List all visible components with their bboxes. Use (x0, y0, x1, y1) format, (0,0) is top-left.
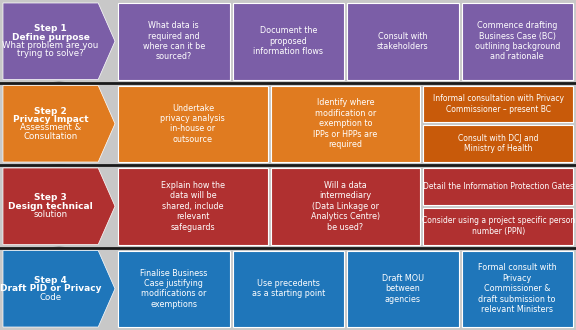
FancyBboxPatch shape (233, 3, 344, 80)
Text: Design technical: Design technical (8, 202, 93, 211)
Text: solution: solution (33, 210, 67, 219)
FancyBboxPatch shape (118, 3, 229, 80)
Polygon shape (46, 247, 72, 248)
FancyBboxPatch shape (271, 168, 420, 245)
FancyBboxPatch shape (118, 250, 229, 327)
Text: Step 2: Step 2 (34, 107, 67, 116)
Text: Assessment &: Assessment & (20, 123, 81, 133)
Polygon shape (46, 164, 72, 165)
Text: Will a data
intermediary
(Data Linkage or
Analytics Centre)
be used?: Will a data intermediary (Data Linkage o… (311, 181, 380, 232)
Text: Identify where
modification or
exemption to
IPPs or HPPs are
required: Identify where modification or exemption… (313, 98, 378, 149)
Polygon shape (3, 85, 115, 162)
Text: What data is
required and
where can it be
sourced?: What data is required and where can it b… (143, 21, 205, 61)
Text: Commence drafting
Business Case (BC)
outlining background
and rationale: Commence drafting Business Case (BC) out… (475, 21, 560, 61)
Text: Consult with DCJ and
Ministry of Health: Consult with DCJ and Ministry of Health (458, 134, 539, 153)
Text: Finalise Business
Case justifying
modifications or
exemptions: Finalise Business Case justifying modifi… (140, 269, 207, 309)
Text: trying to solve?: trying to solve? (17, 50, 84, 58)
Text: Draft MOU
between
agencies: Draft MOU between agencies (382, 274, 424, 304)
Polygon shape (3, 250, 115, 327)
Text: What problem are you: What problem are you (2, 41, 98, 50)
FancyBboxPatch shape (423, 85, 573, 122)
Text: Step 1: Step 1 (34, 24, 67, 33)
Text: Draft PID or Privacy: Draft PID or Privacy (0, 284, 101, 293)
FancyBboxPatch shape (461, 250, 573, 327)
FancyBboxPatch shape (347, 250, 458, 327)
FancyBboxPatch shape (52, 165, 66, 166)
Text: Consider using a project specific person
number (PPN): Consider using a project specific person… (422, 216, 575, 236)
Text: Step 4: Step 4 (34, 276, 67, 285)
Text: Formal consult with
Privacy
Commissioner &
draft submission to
relevant Minister: Formal consult with Privacy Commissioner… (478, 263, 556, 314)
FancyBboxPatch shape (347, 3, 458, 80)
Polygon shape (3, 3, 115, 80)
Text: Explain how the
data will be
shared, include
relevant
safeguards: Explain how the data will be shared, inc… (161, 181, 225, 232)
FancyBboxPatch shape (423, 125, 573, 162)
FancyBboxPatch shape (52, 82, 66, 83)
Polygon shape (3, 168, 115, 245)
Text: Step 3: Step 3 (34, 193, 67, 202)
FancyBboxPatch shape (118, 168, 268, 245)
Text: Consult with
stakeholders: Consult with stakeholders (377, 32, 429, 51)
FancyBboxPatch shape (233, 250, 344, 327)
FancyBboxPatch shape (118, 85, 268, 162)
FancyBboxPatch shape (271, 85, 420, 162)
Text: Detail the Information Protection Gates: Detail the Information Protection Gates (423, 182, 574, 191)
Text: Code: Code (40, 293, 62, 302)
Text: Privacy Impact: Privacy Impact (13, 115, 88, 124)
Text: Undertake
privacy analysis
in-house or
outsource: Undertake privacy analysis in-house or o… (161, 104, 225, 144)
Text: Informal consultation with Privacy
Commissioner – present BC: Informal consultation with Privacy Commi… (433, 94, 564, 114)
FancyBboxPatch shape (461, 3, 573, 80)
FancyBboxPatch shape (423, 208, 573, 245)
Text: Use precedents
as a starting point: Use precedents as a starting point (252, 279, 325, 298)
FancyBboxPatch shape (423, 168, 573, 205)
Text: Define purpose: Define purpose (12, 32, 89, 42)
Text: Document the
proposed
information flows: Document the proposed information flows (253, 26, 323, 56)
Text: Consultation: Consultation (24, 132, 78, 141)
